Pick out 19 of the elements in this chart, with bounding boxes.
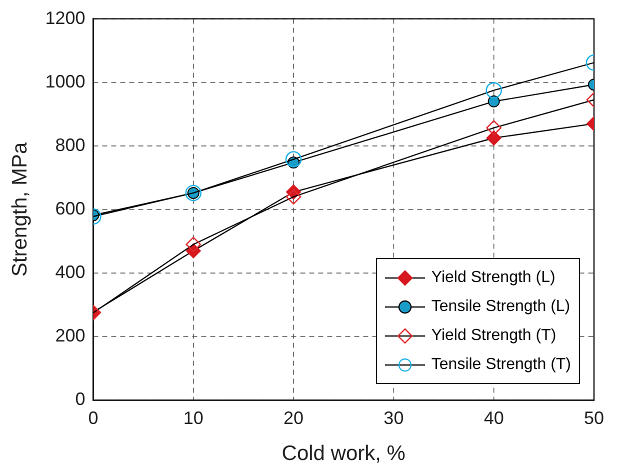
y-tick-label: 1000 [45, 71, 86, 92]
legend-label: Tensile Strength (L) [431, 297, 570, 318]
legend-label: Yield Strength (L) [431, 268, 556, 288]
legend-label: Yield Strength (T) [431, 326, 556, 346]
y-tick-label: 400 [55, 262, 86, 282]
y-axis-title: Strength, MPa [8, 142, 32, 277]
x-tick-label: 10 [183, 408, 204, 428]
y-tick-label: 1200 [45, 8, 86, 28]
y-tick-label: 0 [75, 389, 86, 410]
x-tick-label: 30 [384, 408, 404, 428]
legend-label: Tensile Strength (T) [431, 355, 571, 376]
x-tick-label: 50 [584, 408, 604, 428]
x-tick-label: 40 [484, 408, 504, 428]
y-tick-label: 200 [55, 326, 86, 346]
y-tick-label: 800 [55, 134, 86, 155]
x-tick-label: 0 [88, 408, 98, 428]
y-tick-label: 600 [55, 198, 86, 218]
x-tick-label: 20 [284, 408, 304, 428]
x-axis-title: Cold work, % [282, 442, 406, 466]
